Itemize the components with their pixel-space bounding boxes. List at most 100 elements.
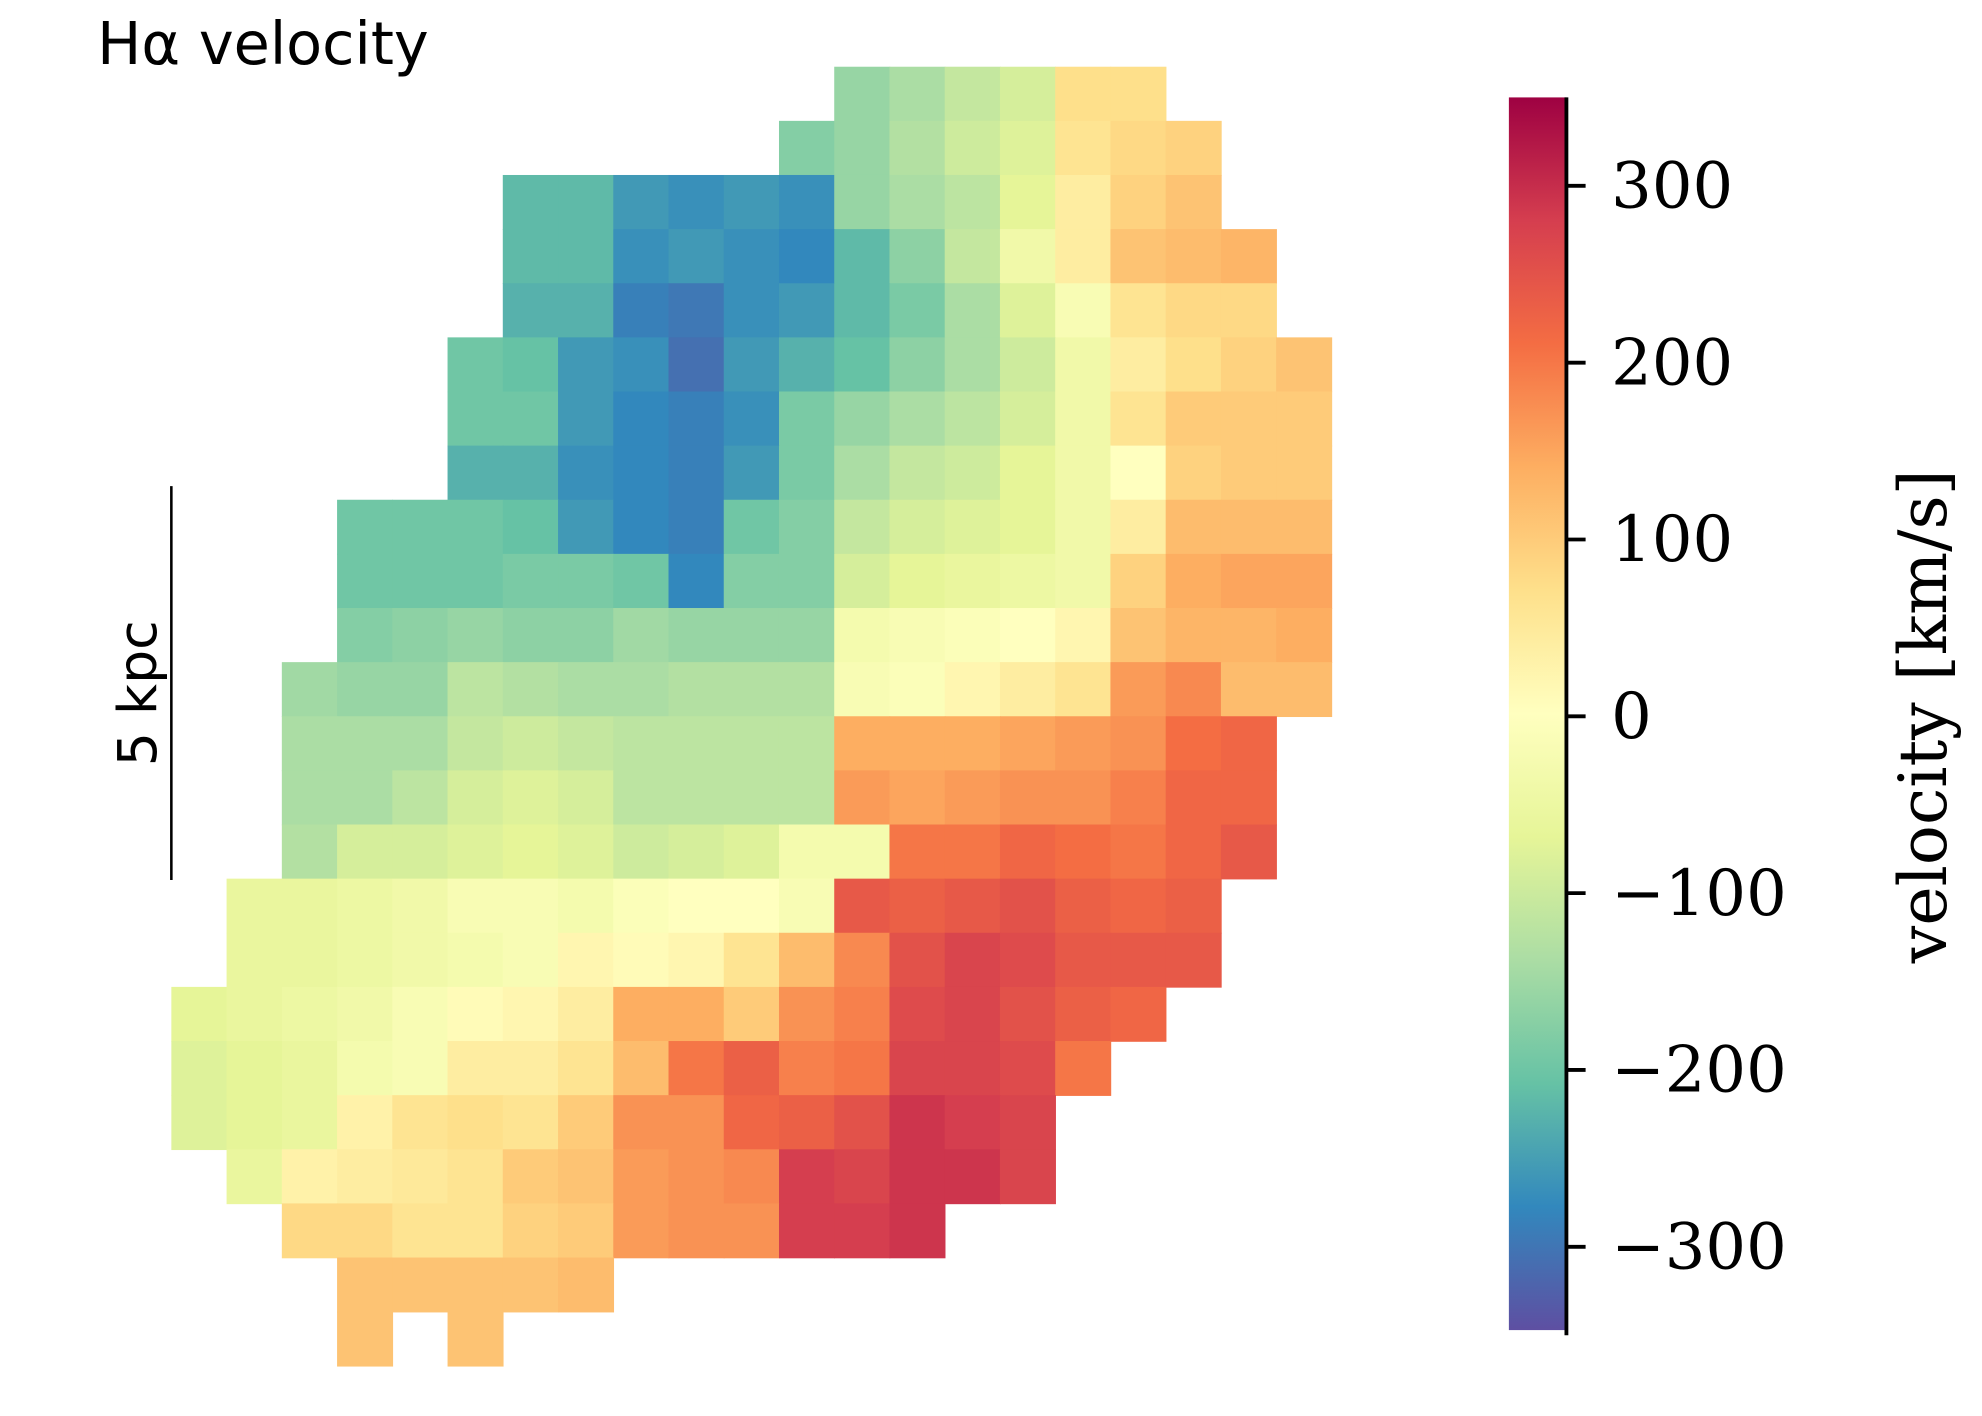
cell [1165,716,1222,772]
cell [1165,174,1222,230]
colorbar-tick-label: 300 [1611,150,1733,224]
cell [944,229,1001,285]
cell [392,878,449,934]
cell [999,174,1056,230]
cell [668,499,725,555]
cell [447,1257,504,1313]
cell [613,1149,670,1205]
colorbar [1508,97,1567,1331]
cell [999,445,1056,501]
cell [1165,445,1222,501]
cell [1055,499,1112,555]
cell [171,1095,228,1151]
cell [558,499,615,555]
cell [999,553,1056,609]
cell [889,878,946,934]
cell [889,608,946,663]
cell [447,986,504,1042]
cell [999,1149,1056,1205]
cell [281,716,338,772]
cell [392,1095,449,1151]
cell [447,824,504,880]
cell [778,445,835,501]
cell [502,878,559,934]
cell [1055,66,1112,122]
cell [1110,932,1167,988]
cell [723,391,780,447]
cell [723,878,780,934]
cell [1220,716,1277,772]
colorbar-label: velocity [km/s] [1884,469,1962,964]
cell [337,553,394,609]
cell [1165,608,1222,663]
cell [558,1095,615,1151]
cell [834,770,891,826]
cell [226,932,283,988]
cell [337,1041,394,1096]
cell [337,608,394,663]
cell [1110,553,1167,609]
cell [889,770,946,826]
cell [668,662,725,718]
cell [834,716,891,772]
cell [944,337,1001,393]
cell [999,229,1056,285]
cell [558,932,615,988]
cell [337,1095,394,1151]
cell [281,1095,338,1151]
cell [447,932,504,988]
cell [502,445,559,501]
cell [392,770,449,826]
cell [834,932,891,988]
cell [889,283,946,339]
cell [613,1095,670,1151]
cell [778,824,835,880]
cell [1110,283,1167,339]
cell [723,553,780,609]
cell [723,337,780,393]
cell [226,1041,283,1096]
cell [1165,391,1222,447]
cell [778,1095,835,1151]
cell [668,283,725,339]
cell [668,770,725,826]
cell [613,770,670,826]
cell [1165,662,1222,718]
chart-title: Hα velocity [97,9,429,78]
cell [889,1041,946,1096]
cell [337,716,394,772]
cell [1055,553,1112,609]
cell [834,1095,891,1151]
cell [999,391,1056,447]
cell [447,499,504,555]
cell [668,229,725,285]
cell [834,1041,891,1096]
cell [834,283,891,339]
cell [723,716,780,772]
cell [668,391,725,447]
cell [778,662,835,718]
cell [1165,770,1222,826]
cell [447,770,504,826]
cell [337,770,394,826]
cell [502,229,559,285]
cell [778,1203,835,1259]
colorbar-tick-label: 100 [1611,503,1733,577]
cell [944,283,1001,339]
cell [558,1149,615,1205]
cell [558,1257,615,1313]
cell [1055,283,1112,339]
cell [999,66,1056,122]
cell [1055,391,1112,447]
cell [613,174,670,230]
colorbar-tick-label: 0 [1611,680,1652,754]
cell [1110,445,1167,501]
cell [558,716,615,772]
cell [668,553,725,609]
cell [944,662,1001,718]
cell [1055,608,1112,663]
cell [889,1149,946,1205]
cell [999,283,1056,339]
